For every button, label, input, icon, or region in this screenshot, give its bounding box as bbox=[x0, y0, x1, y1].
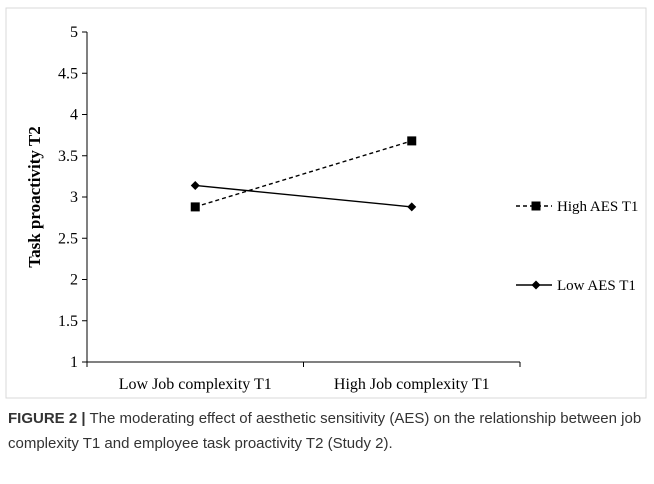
legend-marker bbox=[531, 280, 541, 290]
y-tick-label: 5 bbox=[70, 24, 78, 41]
x-category-label: Low Job complexity T1 bbox=[119, 376, 272, 393]
chart-border bbox=[5, 7, 647, 399]
legend-label: High AES T1 bbox=[557, 199, 638, 215]
y-tick-label: 3.5 bbox=[58, 148, 78, 165]
legend: High AES T1 Low AES T1 bbox=[516, 199, 638, 294]
y-axis-ticks: 1 1.5 2 2.5 3 3.5 4 4.5 5 bbox=[58, 24, 87, 371]
data-point-high-aes-t1 bbox=[190, 202, 200, 212]
data-point-low-aes-t1 bbox=[190, 180, 200, 190]
legend-marker bbox=[531, 201, 541, 211]
x-axis-ticks: Low Job complexity T1 High Job complexity… bbox=[86, 362, 521, 393]
figure-caption: FIGURE 2 | The moderating effect of aest… bbox=[8, 406, 648, 456]
y-tick-label: 1 bbox=[70, 354, 78, 371]
y-tick-label: 4 bbox=[70, 107, 78, 124]
series-high-aes-t1 bbox=[190, 136, 417, 212]
figure-label: FIGURE 2 bbox=[8, 410, 78, 427]
series-layer bbox=[190, 136, 417, 212]
y-tick-label: 4.5 bbox=[58, 65, 78, 82]
y-tick-label: 2.5 bbox=[58, 230, 78, 247]
y-tick-label: 2 bbox=[70, 272, 78, 289]
y-tick-label: 3 bbox=[70, 189, 78, 206]
x-category-label: High Job complexity T1 bbox=[334, 376, 490, 393]
line-chart: 1 1.5 2 2.5 3 3.5 4 4.5 5 Low Job complexity T1 H… bbox=[5, 7, 647, 399]
legend-label: Low AES T1 bbox=[557, 278, 636, 294]
caption-text: The moderating effect of aesthetic sensi… bbox=[8, 410, 642, 452]
legend-item-high-aes-t1: High AES T1 bbox=[516, 199, 638, 215]
legend-item-low-aes-t1: Low AES T1 bbox=[516, 278, 636, 294]
data-point-high-aes-t1 bbox=[407, 136, 417, 146]
series-line-low-aes-t1 bbox=[195, 184, 412, 208]
series-low-aes-t1 bbox=[190, 180, 417, 212]
y-tick-label: 1.5 bbox=[58, 313, 78, 330]
caption-separator: | bbox=[81, 410, 86, 427]
data-point-low-aes-t1 bbox=[407, 202, 417, 212]
series-line-high-aes-t1 bbox=[195, 140, 412, 208]
y-axis-title: Task proactivity T2 bbox=[25, 126, 44, 267]
